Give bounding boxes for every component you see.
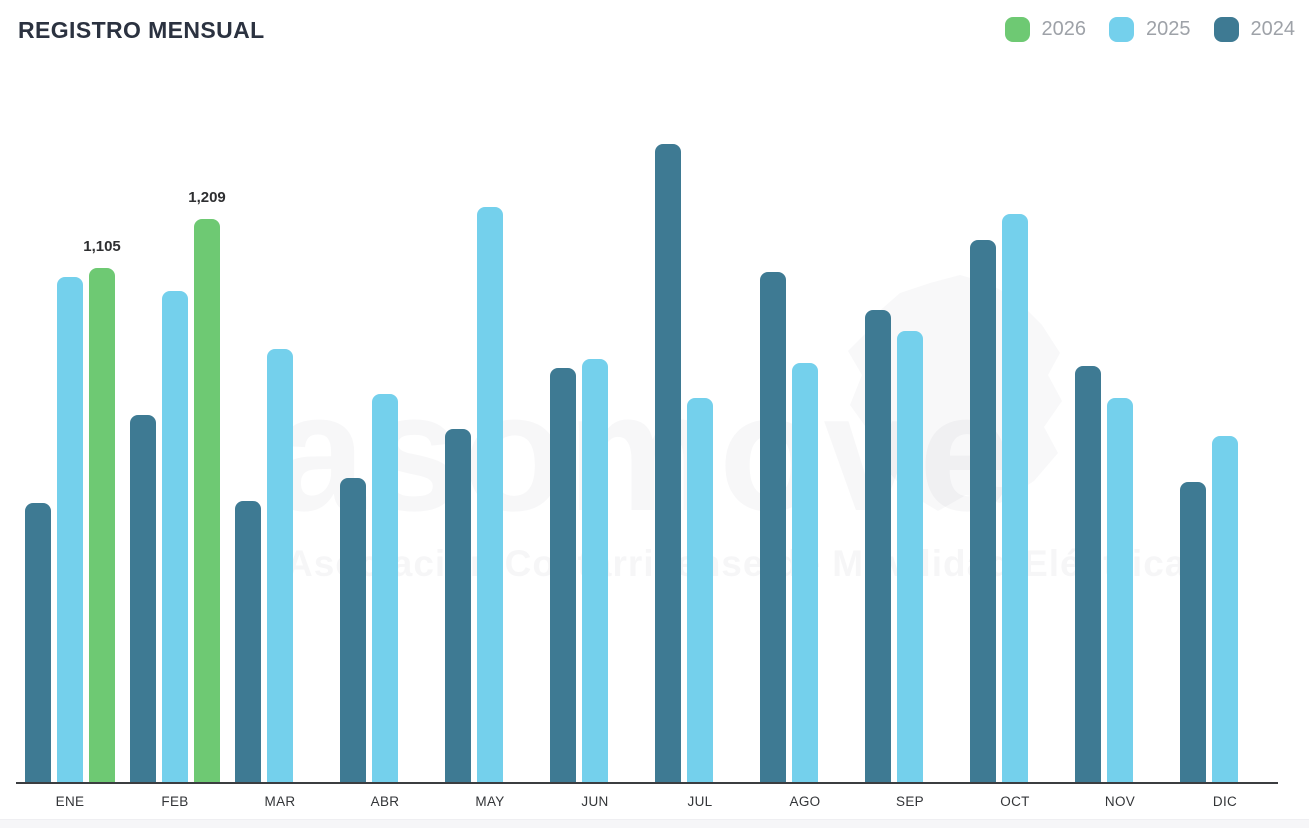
bar-group-AGO xyxy=(760,272,850,783)
bar-group-ENE: 1,105 xyxy=(25,238,121,783)
bar-2025-DIC[interactable] xyxy=(1212,436,1238,783)
bar-2024-FEB[interactable] xyxy=(130,415,156,783)
axis-label-MAR: MAR xyxy=(264,794,296,809)
bar-2025-ENE[interactable] xyxy=(57,277,83,783)
bar-2024-AGO[interactable] xyxy=(760,272,786,783)
bar-group-OCT xyxy=(970,214,1060,783)
chart-legend: 2026 2025 2024 xyxy=(1004,17,1296,42)
bar-group-JUN xyxy=(550,359,640,783)
page-title: REGISTRO MENSUAL xyxy=(18,17,265,43)
bar-2024-ABR[interactable] xyxy=(340,478,366,783)
x-axis-line xyxy=(16,782,1278,784)
bar-2024-NOV[interactable] xyxy=(1075,366,1101,783)
bar-2024-DIC[interactable] xyxy=(1180,482,1206,783)
bar-2024-ENE[interactable] xyxy=(25,503,51,783)
axis-label-JUL: JUL xyxy=(687,794,713,809)
bar-2025-NOV[interactable] xyxy=(1107,398,1133,783)
bar-group-JUL xyxy=(655,144,745,783)
axis-label-ABR: ABR xyxy=(370,794,400,809)
legend-label-2026: 2026 xyxy=(1041,18,1087,40)
bar-value-label-2026-ENE: 1,105 xyxy=(83,238,121,255)
bar-2025-OCT[interactable] xyxy=(1002,214,1028,783)
bar-2024-JUN[interactable] xyxy=(550,368,576,783)
bar-2024-MAR[interactable] xyxy=(235,501,261,783)
axis-label-MAY: MAY xyxy=(475,794,505,809)
bar-2025-JUN[interactable] xyxy=(582,359,608,783)
legend-swatch-2026 xyxy=(1004,17,1030,42)
legend-swatch-2025 xyxy=(1109,17,1134,42)
bar-2024-MAY[interactable] xyxy=(445,429,471,783)
bar-group-MAR xyxy=(235,349,325,783)
bar-2025-FEB[interactable] xyxy=(162,291,188,783)
axis-label-OCT: OCT xyxy=(1000,794,1030,809)
axis-label-NOV: NOV xyxy=(1104,794,1136,809)
axis-label-JUN: JUN xyxy=(581,794,609,809)
axis-label-SEP: SEP xyxy=(896,794,924,809)
bar-group-SEP xyxy=(865,310,955,783)
bar-2025-SEP[interactable] xyxy=(897,331,923,783)
legend-item-2026[interactable]: 2026 xyxy=(1004,17,1087,42)
legend-label-2024: 2024 xyxy=(1250,18,1296,40)
bar-2026-FEB[interactable] xyxy=(194,219,220,783)
bar-2025-AGO[interactable] xyxy=(792,363,818,783)
bar-2025-ABR[interactable] xyxy=(372,394,398,783)
axis-label-AGO: AGO xyxy=(789,794,821,809)
bar-2024-OCT[interactable] xyxy=(970,240,996,783)
bar-group-NOV xyxy=(1075,366,1165,783)
bar-2025-MAR[interactable] xyxy=(267,349,293,783)
bar-2025-JUL[interactable] xyxy=(687,398,713,783)
bar-value-label-2026-FEB: 1,209 xyxy=(188,189,226,206)
axis-label-FEB: FEB xyxy=(161,794,189,809)
bar-2024-JUL[interactable] xyxy=(655,144,681,783)
bar-group-ABR xyxy=(340,394,430,783)
bar-group-FEB: 1,209 xyxy=(130,189,226,783)
bar-2025-MAY[interactable] xyxy=(477,207,503,783)
axis-label-DIC: DIC xyxy=(1212,794,1238,809)
legend-label-2025: 2025 xyxy=(1146,18,1191,40)
legend-item-2024[interactable]: 2024 xyxy=(1213,17,1296,42)
legend-swatch-2024 xyxy=(1213,17,1239,42)
bottom-strip xyxy=(0,819,1309,828)
bar-group-MAY xyxy=(445,207,535,783)
bar-2026-ENE[interactable] xyxy=(89,268,115,783)
watermark-subtitle-text: Asociación Costarricense de Movilidad El… xyxy=(286,543,1186,585)
legend-item-2025[interactable]: 2025 xyxy=(1109,17,1191,42)
bar-2024-SEP[interactable] xyxy=(865,310,891,783)
bar-group-DIC xyxy=(1180,436,1270,783)
axis-label-ENE: ENE xyxy=(55,794,85,809)
